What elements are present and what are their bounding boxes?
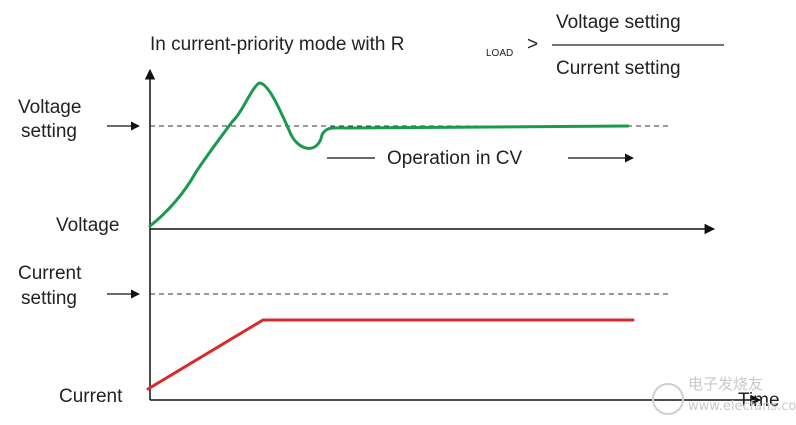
time-axis-label: Time <box>738 390 780 411</box>
header-denominator: Current setting <box>556 58 681 79</box>
voltage-panel: Voltage setting Voltage Operation in CV <box>18 81 716 236</box>
current-curve <box>146 318 635 391</box>
watermark-line2: www.elecfans.com <box>688 399 796 414</box>
header-comparator: > <box>527 34 538 55</box>
current-panel: Current setting Current Time <box>18 263 780 411</box>
voltage-setting-label-line1: Voltage <box>18 97 81 118</box>
current-setting-label-line1: Current <box>18 263 82 284</box>
voltage-setting-label-line2: setting <box>21 121 77 142</box>
current-axis-label: Current <box>59 386 123 407</box>
header-prefix: In current-priority mode with R <box>150 34 404 55</box>
header-numerator: Voltage setting <box>556 12 681 33</box>
header-formula: In current-priority mode with R LOAD > V… <box>150 12 724 79</box>
cv-annotation-label: Operation in CV <box>387 148 523 169</box>
watermark-line1: 电子发烧友 <box>688 375 763 393</box>
voltage-curve <box>148 81 630 228</box>
watermark-logo-icon <box>652 383 684 415</box>
current-setting-label-line2: setting <box>21 288 77 309</box>
voltage-axis-label: Voltage <box>56 215 119 236</box>
header-subscript: LOAD <box>486 48 513 59</box>
watermark: 电子发烧友 www.elecfans.com <box>652 375 796 415</box>
